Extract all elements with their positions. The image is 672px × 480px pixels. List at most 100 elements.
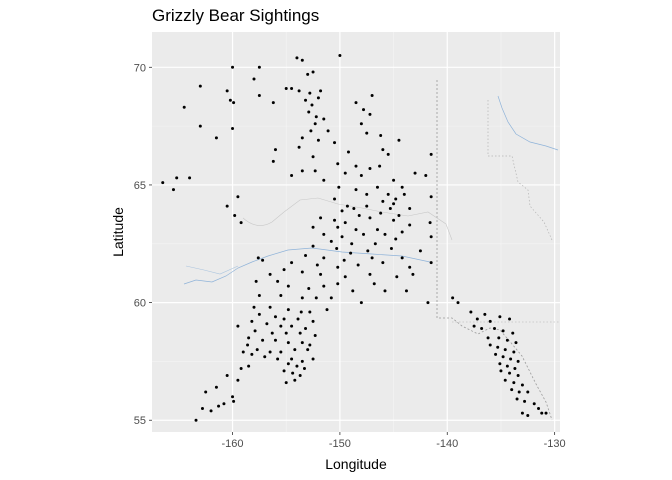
- y-tick-label: 60: [134, 298, 146, 310]
- sighting-point: [322, 178, 326, 182]
- sighting-point: [337, 185, 341, 189]
- sighting-point: [261, 258, 265, 262]
- sighting-point: [359, 301, 363, 305]
- sighting-point: [304, 326, 308, 330]
- sighting-point: [314, 296, 318, 300]
- sighting-point: [306, 348, 310, 352]
- x-tick-label: -130: [544, 438, 566, 450]
- sighting-point: [508, 371, 512, 375]
- sighting-point: [383, 289, 387, 293]
- sighting-point: [225, 204, 229, 208]
- sighting-point: [336, 282, 340, 286]
- sighting-point: [354, 164, 358, 168]
- sighting-point: [308, 343, 312, 347]
- sighting-point: [161, 181, 165, 185]
- sighting-point: [273, 315, 277, 319]
- sighting-point: [342, 258, 346, 262]
- sighting-point: [268, 272, 272, 276]
- sighting-point: [428, 221, 432, 225]
- sighting-point: [392, 218, 396, 222]
- sighting-point: [516, 374, 520, 378]
- sighting-point: [333, 141, 337, 145]
- sighting-point: [300, 58, 304, 62]
- sighting-point: [497, 336, 501, 340]
- sighting-point: [326, 129, 330, 133]
- sighting-point: [494, 352, 498, 356]
- sighting-point: [319, 272, 323, 276]
- sighting-point: [286, 341, 290, 345]
- sighting-point: [236, 378, 240, 382]
- sighting-point: [188, 176, 192, 180]
- sighting-point: [386, 152, 390, 156]
- sighting-point: [273, 148, 277, 152]
- sighting-point: [379, 134, 383, 138]
- sighting-point: [424, 174, 428, 178]
- sighting-point: [300, 296, 304, 300]
- sighting-point: [271, 159, 275, 163]
- x-axis-title: Longitude: [325, 456, 387, 472]
- sighting-point: [311, 70, 315, 74]
- sighting-point: [379, 211, 383, 215]
- sighting-point: [282, 317, 286, 321]
- sighting-point: [247, 364, 251, 368]
- sighting-point: [336, 225, 340, 229]
- sighting-point: [282, 268, 286, 272]
- sighting-point: [512, 350, 516, 354]
- sighting-point: [252, 305, 256, 309]
- sighting-point: [298, 331, 302, 335]
- sighting-point: [526, 414, 530, 418]
- sighting-point: [250, 319, 254, 323]
- sighting-point: [255, 348, 259, 352]
- sighting-point: [311, 244, 315, 248]
- sighting-point: [241, 350, 245, 354]
- sighting-point: [523, 399, 527, 403]
- sighting-point: [271, 101, 275, 105]
- sighting-point: [351, 289, 355, 293]
- sighting-point: [520, 383, 524, 387]
- sighting-point: [293, 378, 297, 382]
- chart-title: Grizzly Bear Sightings: [152, 6, 319, 25]
- sighting-point: [392, 202, 396, 206]
- sighting-point: [295, 56, 299, 60]
- sighting-point: [298, 374, 302, 378]
- sighting-point: [483, 312, 487, 316]
- sighting-point: [456, 301, 460, 305]
- sighting-point: [300, 270, 304, 274]
- sighting-point: [505, 364, 509, 368]
- sighting-point: [273, 338, 277, 342]
- sighting-point: [228, 98, 232, 102]
- sighting-point: [286, 284, 290, 288]
- y-tick-label: 70: [134, 62, 146, 74]
- sighting-point: [375, 185, 379, 189]
- sighting-point: [469, 310, 473, 314]
- sighting-point: [296, 317, 300, 321]
- sighting-point: [239, 221, 243, 225]
- sighting-point: [254, 279, 258, 283]
- sighting-point: [265, 322, 269, 326]
- sighting-point: [300, 341, 304, 345]
- sighting-point: [257, 312, 261, 316]
- river-yukon: [183, 247, 431, 285]
- sighting-point: [343, 275, 347, 279]
- sighting-point: [307, 286, 311, 290]
- sighting-point: [322, 232, 326, 236]
- sighting-point: [418, 249, 422, 253]
- sighting-point: [426, 301, 430, 305]
- sighting-point: [499, 369, 503, 373]
- sighting-point: [233, 214, 237, 218]
- sighting-point: [386, 192, 390, 196]
- y-axis-title: Latitude: [110, 207, 126, 257]
- sighting-point: [349, 251, 353, 255]
- y-tick-label: 65: [134, 180, 146, 192]
- plot-panel: [152, 32, 560, 432]
- sighting-point: [359, 122, 363, 126]
- sighting-point: [309, 129, 313, 133]
- sighting-point: [290, 86, 294, 90]
- sighting-point: [300, 359, 304, 363]
- sighting-point: [508, 317, 512, 321]
- sighting-point: [279, 324, 283, 328]
- sighting-point: [315, 263, 319, 267]
- sighting-point: [368, 166, 372, 170]
- sighting-point: [297, 89, 301, 93]
- alaska-canada-border: [436, 80, 553, 421]
